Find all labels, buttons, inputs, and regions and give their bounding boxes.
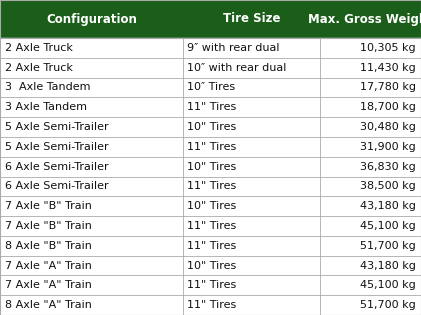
Text: 5 Axle Semi-Trailer: 5 Axle Semi-Trailer [5,122,109,132]
Bar [0,176,421,196]
Bar [0,0,421,38]
Text: 30,480 kg: 30,480 kg [360,122,416,132]
Text: 11" Tires: 11" Tires [187,300,236,310]
Text: 3 Axle Tandem: 3 Axle Tandem [5,102,87,112]
Bar [0,295,421,315]
Text: 10" Tires: 10" Tires [187,261,236,271]
Text: 5 Axle Semi-Trailer: 5 Axle Semi-Trailer [5,142,109,152]
Text: 6 Axle Semi-Trailer: 6 Axle Semi-Trailer [5,181,109,192]
Text: 6 Axle Semi-Trailer: 6 Axle Semi-Trailer [5,162,109,172]
Text: 45,100 kg: 45,100 kg [360,221,416,231]
Bar [0,77,421,97]
Text: 10" Tires: 10" Tires [187,201,236,211]
Text: 11" Tires: 11" Tires [187,241,236,251]
Text: 11" Tires: 11" Tires [187,102,236,112]
Text: 8 Axle "B" Train: 8 Axle "B" Train [5,241,92,251]
Text: 3  Axle Tandem: 3 Axle Tandem [5,83,91,93]
Bar [0,38,421,58]
Text: 51,700 kg: 51,700 kg [360,241,416,251]
Text: 38,500 kg: 38,500 kg [360,181,416,192]
Text: 11,430 kg: 11,430 kg [360,63,416,73]
Text: 2 Axle Truck: 2 Axle Truck [5,63,73,73]
Text: Configuration: Configuration [46,13,137,26]
Text: 45,100 kg: 45,100 kg [360,280,416,290]
Bar [0,216,421,236]
Text: 17,780 kg: 17,780 kg [360,83,416,93]
Text: 11" Tires: 11" Tires [187,142,236,152]
Bar [0,236,421,256]
Text: 11" Tires: 11" Tires [187,221,236,231]
Text: 11" Tires: 11" Tires [187,280,236,290]
Text: 11" Tires: 11" Tires [187,181,236,192]
Text: 51,700 kg: 51,700 kg [360,300,416,310]
Text: 10,305 kg: 10,305 kg [360,43,416,53]
Bar [0,157,421,176]
Bar [0,275,421,295]
Bar [0,117,421,137]
Text: 10″ Tires: 10″ Tires [187,83,235,93]
Text: 10" Tires: 10" Tires [187,122,236,132]
Text: 31,900 kg: 31,900 kg [360,142,416,152]
Text: 2 Axle Truck: 2 Axle Truck [5,43,73,53]
Text: 43,180 kg: 43,180 kg [360,261,416,271]
Bar [0,58,421,77]
Text: 7 Axle "A" Train: 7 Axle "A" Train [5,261,92,271]
Text: 8 Axle "A" Train: 8 Axle "A" Train [5,300,92,310]
Bar [0,256,421,275]
Text: 18,700 kg: 18,700 kg [360,102,416,112]
Text: 7 Axle "A" Train: 7 Axle "A" Train [5,280,92,290]
Text: 7 Axle "B" Train: 7 Axle "B" Train [5,201,92,211]
Text: 10" Tires: 10" Tires [187,162,236,172]
Bar [0,196,421,216]
Text: 9″ with rear dual: 9″ with rear dual [187,43,280,53]
Text: 10″ with rear dual: 10″ with rear dual [187,63,287,73]
Text: 36,830 kg: 36,830 kg [360,162,416,172]
Text: Max. Gross Weight: Max. Gross Weight [308,13,421,26]
Text: 7 Axle "B" Train: 7 Axle "B" Train [5,221,92,231]
Bar [0,137,421,157]
Text: 43,180 kg: 43,180 kg [360,201,416,211]
Text: Tire Size: Tire Size [223,13,280,26]
Bar [0,97,421,117]
